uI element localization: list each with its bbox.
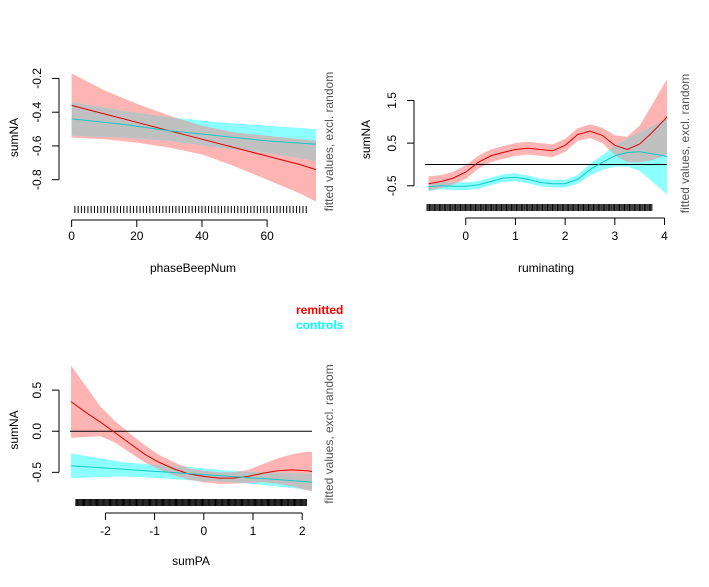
x-tick-label: 3 <box>611 229 618 243</box>
x-axis-label: phaseBeepNum <box>150 261 236 275</box>
series-line-remitted <box>428 116 667 185</box>
confidence-band-remitted <box>428 79 667 191</box>
y-tick-label: 0.5 <box>385 134 399 151</box>
data-area <box>425 79 667 195</box>
y-axis-label: sumNA <box>7 118 21 157</box>
panel-2: -0.5 0.5 1.5 0 1 2 3 4 ruminating sumNA fitted val… <box>359 74 692 275</box>
x-tick-label: -2 <box>100 524 111 538</box>
x-tick-label: 1 <box>512 229 519 243</box>
series-line-remitted <box>71 104 316 171</box>
x-tick-label: 1 <box>250 524 257 538</box>
y-tick-label: 0.5 <box>30 381 44 398</box>
series-line-controls <box>71 118 316 145</box>
series-line-controls <box>428 151 667 188</box>
x-tick-label: 40 <box>195 229 209 243</box>
x-tick-label: 60 <box>260 229 274 243</box>
x-tick-label: 4 <box>661 229 668 243</box>
panel-3: -0.5 0.0 0.5 -2 -1 0 1 2 sumPA sumNA fitted values… <box>7 364 336 568</box>
confidence-band-overlap <box>71 453 312 491</box>
rug-marks <box>74 206 307 213</box>
y-axis-label: sumNA <box>7 410 21 449</box>
side-label: fitted values, excl. random <box>322 72 336 211</box>
series-line-controls <box>70 465 312 483</box>
x-tick-label: 0 <box>462 229 469 243</box>
x-tick-label: 0 <box>200 524 207 538</box>
panel-1: -0.8 -0.6 -0.4 -0.2 0 20 40 60 phaseBeepNum sumNA… <box>7 68 336 275</box>
y-tick-label: -0.4 <box>30 102 44 123</box>
data-area <box>70 365 312 492</box>
rug-marks <box>75 499 307 506</box>
y-tick-label: -0.5 <box>30 462 44 483</box>
x-tick-label: 0 <box>68 229 75 243</box>
y-tick-label: -0.2 <box>30 68 44 89</box>
y-tick-label: -0.8 <box>30 169 44 190</box>
x-tick-label: 2 <box>299 524 306 538</box>
x-tick-label: 20 <box>130 229 144 243</box>
x-axis-label: sumPA <box>172 554 210 568</box>
legend-controls: controls <box>296 318 344 332</box>
y-axis-label: sumNA <box>359 120 373 159</box>
rug-marks <box>426 204 653 211</box>
side-label: fitted values, excl. random <box>322 364 336 503</box>
y-tick-label: -0.6 <box>30 135 44 156</box>
x-tick-label: -1 <box>149 524 160 538</box>
x-axis-label: ruminating <box>518 261 574 275</box>
y-tick-label: 0.0 <box>30 423 44 440</box>
series-line-remitted <box>70 401 312 479</box>
data-area <box>71 73 316 202</box>
legend-remitted: remitted <box>296 303 344 317</box>
x-tick-label: 2 <box>562 229 569 243</box>
legend: remitted controls <box>296 303 343 333</box>
y-tick-label: 1.5 <box>385 92 399 109</box>
y-tick-label: -0.5 <box>385 175 399 196</box>
side-label: fitted values, excl. random <box>678 74 692 213</box>
